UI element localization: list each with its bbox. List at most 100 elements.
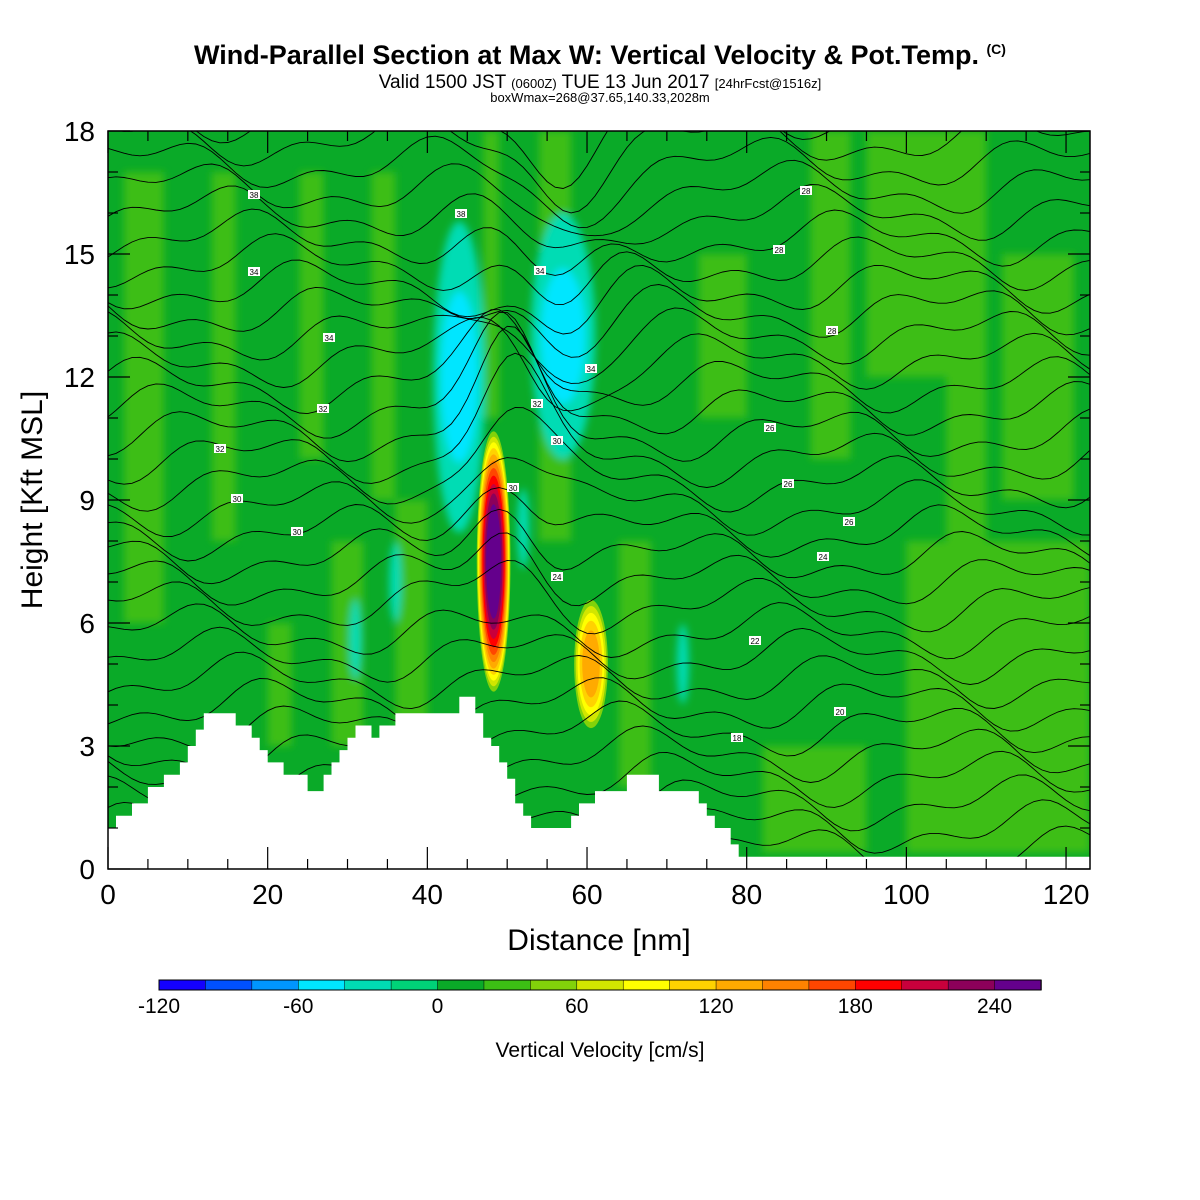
theta-contour: [108, 284, 1090, 358]
colorbar-swatch: [483, 979, 532, 991]
theta-contour: [108, 602, 1090, 660]
theta-label: 20: [836, 708, 845, 717]
colorbar-frame: [158, 979, 1042, 991]
colorbar-tick-label: 180: [838, 995, 873, 1018]
theta-label: 38: [250, 191, 259, 200]
theta-label-bg: [248, 190, 260, 199]
y-tick-label: 15: [64, 239, 95, 270]
field-bands: [123, 131, 1090, 853]
y-axis-label: Height [Kft MSL]: [16, 391, 49, 609]
theta-contour: [108, 560, 1090, 635]
y-tick-label: 9: [79, 485, 95, 516]
theta-label-bg: [534, 266, 546, 275]
theta-label: 32: [319, 405, 328, 414]
colorbar-tick-label: -120: [138, 995, 180, 1018]
colorbar-swatch: [576, 979, 624, 991]
downdraft-core: [540, 268, 586, 404]
theta-contour: [108, 352, 1090, 488]
updraft-contour: [487, 517, 500, 606]
colorbar-tick-label: 0: [432, 995, 444, 1018]
theta-contour: [195, 131, 831, 189]
theta-contour: [108, 677, 1090, 734]
colorbar-swatch: [298, 979, 346, 991]
theta-label-bg: [214, 444, 226, 453]
colorbar-swatch: [808, 979, 857, 991]
y-tick-label: 6: [79, 608, 95, 639]
x-tick-label: 0: [100, 879, 116, 910]
theta-label-bg: [773, 245, 785, 254]
updraft-band: [371, 172, 396, 500]
x-tick-label: 40: [412, 879, 443, 910]
theta-label-bg: [834, 707, 846, 716]
downdraft-streak: [349, 599, 362, 680]
theta-contour: [108, 311, 1090, 439]
updraft-band: [810, 131, 851, 459]
x-tick-label: 60: [571, 879, 602, 910]
colorbar-swatch: [901, 979, 949, 991]
theta-label: 34: [325, 334, 334, 343]
updraft-band: [698, 254, 747, 418]
colorbar-swatch: [855, 979, 903, 991]
theta-label-bg: [764, 423, 776, 432]
colorbar-swatch: [669, 979, 717, 991]
chart-title-mark: (C): [986, 41, 1006, 57]
updraft-band: [211, 172, 236, 541]
theta-label-bg: [507, 483, 519, 492]
theta-label: 30: [233, 495, 242, 504]
theta-label: 26: [784, 480, 793, 489]
colorbar-swatch: [390, 979, 439, 991]
theta-label: 26: [766, 424, 775, 433]
x-tick-label: 20: [252, 879, 283, 910]
forecast-info: [24hrFcst@1516z]: [714, 76, 822, 91]
theta-contour: [108, 626, 1090, 685]
y-tick-label: 18: [64, 116, 95, 147]
axes: 0 20 40 60 80 100 120 0 3 6 9 12 15 18: [64, 116, 1090, 910]
theta-label: 30: [293, 528, 302, 537]
theta-contour: [108, 457, 1090, 538]
theta-label-bg: [248, 267, 260, 276]
theta-contour: [108, 487, 1090, 562]
colorbar-tick-label: 240: [977, 995, 1012, 1018]
theta-label-bg: [231, 494, 243, 503]
y-tick-label: 0: [79, 854, 95, 885]
theta-label-bg: [291, 527, 303, 536]
updraft-band: [483, 131, 500, 418]
theta-label: 22: [751, 637, 760, 646]
colorbar-swatch: [251, 979, 300, 991]
updraft-band: [762, 746, 867, 853]
theta-contour: [108, 307, 1090, 384]
theta-label-bg: [551, 436, 563, 445]
theta-contour: [108, 700, 1090, 758]
theta-label: 38: [457, 210, 466, 219]
theta-label-bg: [817, 552, 829, 561]
colorbar-swatch: [994, 979, 1042, 991]
theta-label-bg: [731, 733, 743, 742]
theta-label-bg: [317, 404, 329, 413]
colorbar-swatch: [344, 979, 392, 991]
velocity-field: [108, 131, 1090, 869]
valid-time: Valid 1500 JST: [378, 72, 506, 93]
theta-contour: [108, 317, 1090, 412]
theta-contour: [108, 325, 1090, 463]
colorbar: -120 -60 0 60 120 180 240: [138, 979, 1042, 1018]
theta-label-bg: [585, 364, 597, 373]
boxwmax-info: boxWmax=268@37.65,140.33,2028m: [490, 90, 710, 105]
colorbar-swatch: [158, 979, 207, 991]
theta-label-bg: [551, 572, 563, 581]
terrain: [108, 696, 1090, 869]
x-tick-label: 100: [883, 879, 930, 910]
theta-contour: [108, 651, 1090, 710]
updraft-contour: [582, 630, 600, 698]
theta-label: 18: [733, 734, 742, 743]
theta-label: 28: [775, 246, 784, 255]
theta-contour-labels: 38 38 34 34 34 34 32 32 32 30 30 30 30 28 28 28 26 26 26 24…: [214, 186, 855, 743]
colorbar-label: Vertical Velocity [cm/s]: [496, 1039, 705, 1062]
theta-label: 28: [802, 187, 811, 196]
colorbar-swatch: [947, 979, 996, 991]
chart-subtitle: Valid 1500 JST (0600Z) TUE 13 Jun 2017 […: [0, 72, 1200, 94]
x-tick-label: 80: [731, 879, 762, 910]
theta-label: 24: [553, 573, 562, 582]
colorbar-swatch: [762, 979, 810, 991]
updraft-band: [395, 500, 428, 726]
